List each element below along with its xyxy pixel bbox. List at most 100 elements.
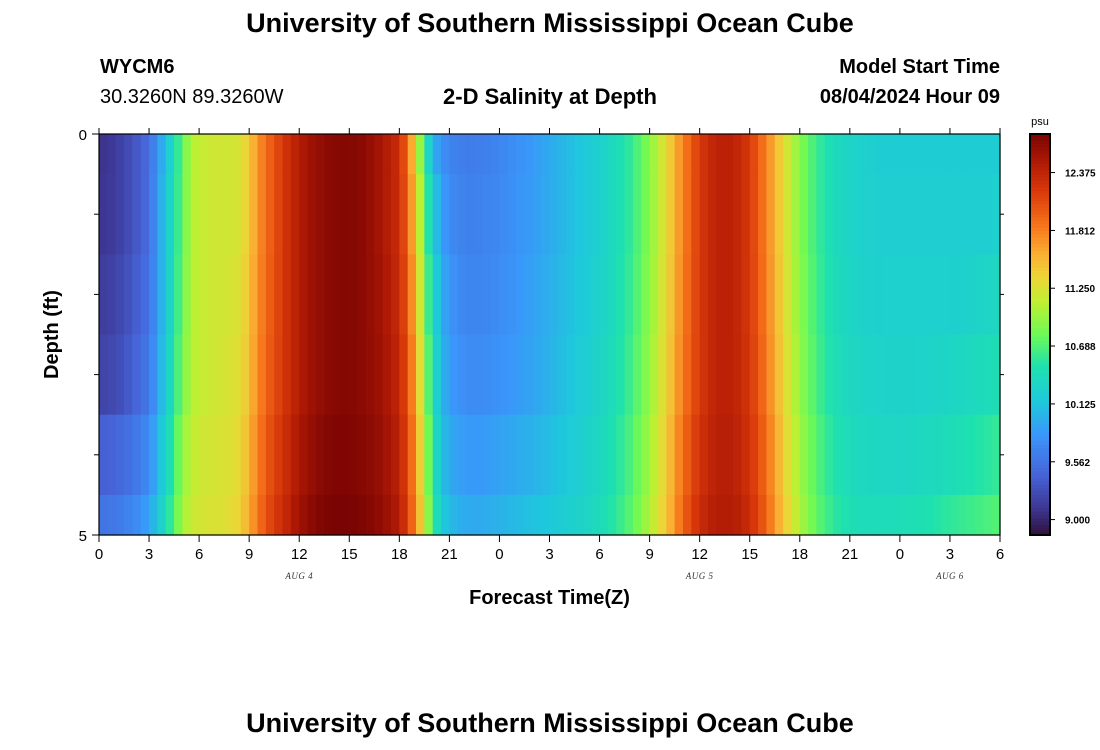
heatmap-cell — [591, 334, 601, 416]
heatmap-cell — [941, 134, 951, 175]
colorbar-segment — [1030, 240, 1050, 245]
heatmap-cell — [949, 134, 959, 175]
heatmap-cell — [441, 174, 450, 255]
heatmap-cell — [899, 254, 909, 336]
heatmap-cell — [874, 134, 884, 175]
heatmap-cell — [649, 494, 659, 536]
heatmap-cell — [407, 254, 417, 336]
heatmap-cell — [866, 414, 876, 496]
colorbar-segment — [1030, 384, 1050, 389]
heatmap-cell — [215, 414, 225, 496]
heatmap-cell — [557, 494, 567, 536]
heatmap-cell — [724, 174, 734, 255]
heatmap-cell — [716, 414, 726, 496]
x-tick-label: 3 — [545, 546, 553, 563]
heatmap-cell — [215, 134, 225, 175]
heatmap-cell — [416, 254, 425, 336]
colorbar-segment — [1030, 418, 1050, 422]
heatmap-cell — [482, 334, 492, 416]
heatmap-cell — [632, 494, 642, 536]
heatmap-cell — [441, 494, 450, 536]
colorbar-segment — [1030, 357, 1050, 362]
colorbar-segment — [1030, 478, 1050, 483]
colorbar-segment — [1030, 421, 1050, 426]
heatmap-cell — [866, 334, 876, 416]
heatmap-cell — [566, 334, 576, 416]
heatmap-cell — [666, 494, 676, 536]
station-coordinates: 30.3260N 89.3260W — [100, 86, 284, 108]
x-tick-label: 6 — [195, 546, 203, 563]
heatmap-cell — [908, 414, 918, 496]
colorbar-segment — [1030, 274, 1050, 279]
colorbar-segment — [1030, 210, 1050, 215]
heatmap-cell — [224, 414, 234, 496]
heatmap-cell — [616, 174, 626, 255]
heatmap-cell — [883, 334, 893, 416]
heatmap-cell — [899, 334, 909, 416]
heatmap-cell — [382, 254, 392, 336]
heatmap-cell — [849, 254, 859, 336]
heatmap-cell — [666, 254, 676, 336]
heatmap-cell — [741, 254, 751, 336]
heatmap-cell — [441, 134, 450, 175]
colorbar-tick-label: 11.250 — [1065, 284, 1095, 295]
heatmap-cell — [399, 254, 409, 336]
heatmap-cell — [824, 254, 834, 336]
heatmap-cell — [833, 254, 843, 336]
colorbar-segment — [1030, 244, 1050, 249]
heatmap-cell — [582, 494, 592, 536]
colorbar-segment — [1030, 247, 1050, 252]
colorbar-segment — [1030, 341, 1050, 346]
heatmap-cell — [365, 134, 375, 175]
heatmap-cell — [582, 414, 592, 496]
heatmap-cell — [274, 174, 284, 255]
heatmap-cell — [132, 494, 142, 536]
colorbar-tick-label: 10.125 — [1065, 400, 1096, 411]
colorbar-segment — [1030, 461, 1050, 466]
heatmap-cell — [107, 254, 117, 336]
heatmap-cell — [407, 414, 417, 496]
heatmap-cell — [791, 174, 801, 255]
heatmap-cell — [457, 254, 467, 336]
heatmap-cell — [532, 134, 542, 175]
colorbar-segment — [1030, 327, 1050, 332]
heatmap-cell — [791, 494, 801, 536]
heatmap-cell — [299, 334, 309, 416]
heatmap-cell — [758, 414, 767, 496]
colorbar-segment — [1030, 434, 1050, 439]
heatmap-cell — [441, 334, 450, 416]
heatmap-cell — [199, 254, 209, 336]
heatmap-cell — [224, 134, 234, 175]
heatmap-cell — [708, 134, 717, 175]
heatmap-cell — [599, 254, 609, 336]
heatmap-cell — [466, 134, 476, 175]
heatmap-cell — [349, 134, 359, 175]
heatmap-cell — [357, 334, 367, 416]
heatmap-cell — [774, 334, 784, 416]
heatmap-cell — [174, 134, 184, 175]
heatmap-cell — [716, 334, 726, 416]
heatmap-cell — [958, 334, 968, 416]
heatmap-cell — [507, 174, 517, 255]
heatmap-cell — [682, 494, 692, 536]
heatmap-cell — [140, 334, 150, 416]
heatmap-cell — [457, 134, 467, 175]
model-start-value: 08/04/2024 Hour 09 — [819, 86, 1000, 108]
heatmap-cell — [541, 254, 551, 336]
heatmap-cell — [649, 254, 659, 336]
heatmap-cell — [933, 334, 943, 416]
heatmap-cell — [190, 254, 200, 336]
heatmap-cell — [99, 494, 108, 536]
model-start-label: Model Start Time — [839, 56, 1000, 78]
heatmap-cell — [282, 334, 292, 416]
colorbar-segment — [1030, 304, 1050, 309]
heatmap-cell — [933, 414, 943, 496]
heatmap-cell — [299, 134, 309, 175]
heatmap-cell — [766, 174, 776, 255]
heatmap-cell — [207, 334, 217, 416]
heatmap-cell — [449, 254, 459, 336]
heatmap-cell — [674, 254, 684, 336]
colorbar-segment — [1030, 494, 1050, 499]
heatmap-cell — [190, 134, 200, 175]
heatmap-cell — [140, 134, 150, 175]
